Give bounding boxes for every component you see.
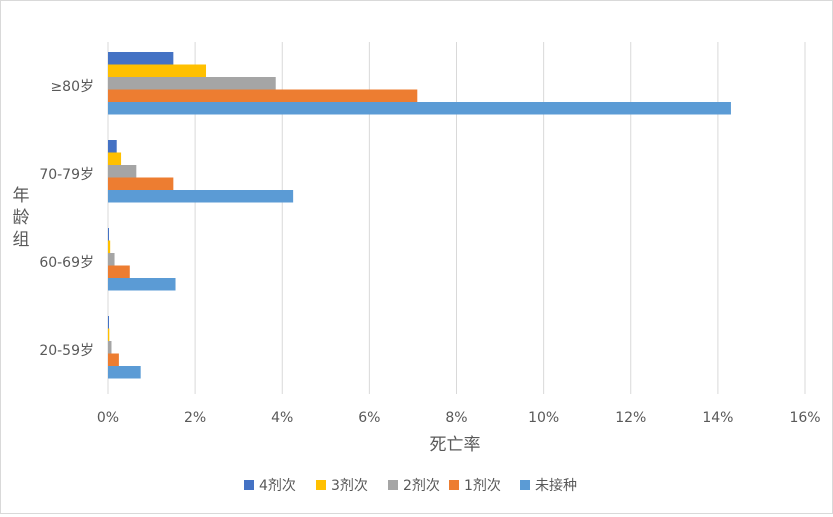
x-tick-label: 2% xyxy=(184,410,206,426)
bars xyxy=(108,52,731,379)
bar xyxy=(108,165,137,178)
y-axis-title-char: 年 xyxy=(13,186,30,206)
category-labels: ≥80岁 70-79岁 60-69岁 20-59岁 xyxy=(39,79,94,359)
bar xyxy=(108,77,276,90)
bar xyxy=(108,102,731,115)
legend-label: 未接种 xyxy=(535,477,577,494)
x-tick-labels: 0% 2% 4% 6% 8% 10% 12% 14% 16% xyxy=(97,410,821,426)
legend: 4剂次 3剂次 2剂次 1剂次 未接种 xyxy=(244,477,577,494)
bar xyxy=(108,341,112,354)
bar xyxy=(108,228,109,241)
bar xyxy=(108,152,122,165)
bar xyxy=(108,64,207,77)
y-axis-title-char: 组 xyxy=(13,230,30,250)
bar xyxy=(108,240,111,253)
y-axis-title: 年龄组 xyxy=(13,186,30,250)
legend-label: 1剂次 xyxy=(464,478,501,494)
bar xyxy=(108,278,176,291)
x-tick-label: 16% xyxy=(789,410,820,426)
x-tick-label: 4% xyxy=(271,410,293,426)
bar xyxy=(108,89,418,102)
legend-swatch xyxy=(316,480,326,490)
legend-label: 2剂次 xyxy=(403,478,440,494)
x-tick-label: 10% xyxy=(528,410,559,426)
category-label: ≥80岁 xyxy=(50,79,94,95)
y-axis-title-char: 龄 xyxy=(13,208,30,228)
category-label: 60-69岁 xyxy=(39,255,94,271)
category-label: 70-79岁 xyxy=(39,167,94,183)
legend-label: 4剂次 xyxy=(259,478,296,494)
bar xyxy=(108,366,141,379)
x-tick-label: 8% xyxy=(445,410,467,426)
bar xyxy=(108,190,294,203)
x-tick-label: 6% xyxy=(358,410,380,426)
bar xyxy=(108,316,109,329)
x-tick-label: 12% xyxy=(615,410,646,426)
x-tick-label: 0% xyxy=(97,410,119,426)
legend-swatch xyxy=(520,480,530,490)
x-tick-label: 14% xyxy=(702,410,733,426)
bar xyxy=(108,140,117,153)
bar xyxy=(108,328,110,341)
bar xyxy=(108,52,174,65)
bar xyxy=(108,265,130,278)
legend-swatch xyxy=(244,480,254,490)
category-label: 20-59岁 xyxy=(39,343,94,359)
legend-swatch xyxy=(449,480,459,490)
legend-label: 3剂次 xyxy=(331,478,368,494)
x-axis-title: 死亡率 xyxy=(430,435,481,455)
bar xyxy=(108,253,115,266)
legend-swatch xyxy=(388,480,398,490)
bar xyxy=(108,353,119,366)
bar xyxy=(108,177,174,190)
